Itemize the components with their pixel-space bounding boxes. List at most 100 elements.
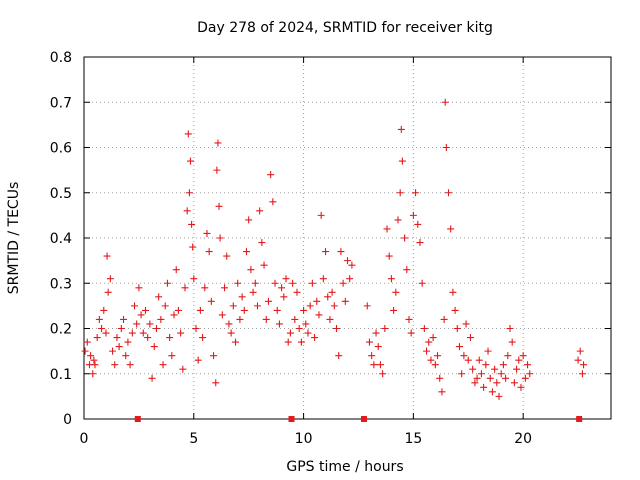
data-point (89, 370, 97, 378)
data-point (368, 352, 376, 360)
data-point (168, 352, 176, 360)
data-point (161, 302, 169, 310)
data-point (480, 383, 488, 391)
data-point (491, 365, 499, 373)
data-point (109, 347, 117, 355)
data-point (416, 239, 424, 247)
chart-title: Day 278 of 2024, SRMTID for receiver kit… (197, 20, 493, 36)
data-point (275, 320, 283, 328)
data-point (111, 361, 119, 369)
data-point (186, 157, 194, 165)
data-point (526, 370, 534, 378)
data-point (475, 356, 483, 364)
data-point (189, 243, 197, 251)
data-point (144, 334, 152, 342)
data-point (172, 266, 180, 274)
data-point (150, 343, 158, 351)
data-point (100, 306, 108, 314)
data-point (278, 284, 286, 292)
data-point (458, 370, 466, 378)
data-point (102, 329, 110, 337)
data-point (460, 352, 468, 360)
data-point (425, 338, 433, 346)
data-point (449, 288, 457, 296)
data-point (434, 352, 442, 360)
y-tick-label: 0.5 (50, 186, 72, 202)
data-point (273, 306, 281, 314)
data-point (473, 374, 481, 382)
data-point (578, 370, 586, 378)
data-point (199, 334, 207, 342)
data-point (81, 347, 89, 355)
data-point (335, 352, 343, 360)
data-point (306, 302, 314, 310)
data-point (122, 352, 130, 360)
data-point (124, 338, 132, 346)
data-point (497, 370, 505, 378)
data-point (267, 171, 275, 179)
data-point (515, 356, 523, 364)
data-point (236, 315, 244, 323)
data-point (383, 225, 391, 233)
data-point (221, 284, 229, 292)
x-tick-label: 0 (80, 431, 89, 447)
data-point (83, 338, 91, 346)
data-point (405, 315, 413, 323)
data-point (234, 279, 242, 287)
data-point (313, 297, 321, 305)
data-point (213, 166, 221, 174)
baseline-marker (134, 416, 141, 422)
data-point (486, 374, 494, 382)
y-tick-label: 0.1 (50, 367, 72, 383)
data-point (477, 370, 485, 378)
data-point (260, 261, 268, 269)
data-point (137, 311, 145, 319)
data-point (289, 279, 297, 287)
data-point (242, 248, 250, 256)
data-point (328, 288, 336, 296)
data-point (170, 311, 178, 319)
data-point (293, 288, 301, 296)
data-point (429, 334, 437, 342)
data-point (258, 239, 266, 247)
data-point (133, 320, 141, 328)
data-point (414, 220, 422, 228)
data-point (431, 361, 439, 369)
data-point (223, 252, 231, 260)
data-point (155, 293, 163, 301)
data-point (103, 252, 111, 260)
data-point (225, 320, 233, 328)
x-tick-label: 5 (189, 431, 198, 447)
data-point (238, 293, 246, 301)
data-point (174, 306, 182, 314)
data-point (128, 329, 136, 337)
data-point (409, 211, 417, 219)
data-point (348, 261, 356, 269)
data-point (385, 252, 393, 260)
x-tick-label: 15 (404, 431, 422, 447)
data-point (210, 352, 218, 360)
data-point (251, 279, 259, 287)
data-point (513, 365, 521, 373)
data-point (438, 388, 446, 396)
data-point (300, 306, 308, 314)
data-point (471, 379, 479, 387)
data-point (445, 189, 453, 197)
data-point (451, 306, 459, 314)
data-point (104, 288, 112, 296)
data-point (90, 356, 98, 364)
data-point (214, 139, 222, 147)
x-tick-label: 20 (514, 431, 532, 447)
data-point (280, 293, 288, 301)
data-point (397, 125, 405, 133)
y-tick-label: 0.6 (50, 141, 72, 157)
data-point (181, 284, 189, 292)
data-point (295, 325, 303, 332)
data-point (179, 365, 187, 373)
data-point (229, 302, 237, 310)
y-axis-label: SRMTID / TECUs (6, 182, 22, 295)
data-point (166, 334, 174, 342)
data-point (482, 361, 490, 369)
data-point (420, 325, 428, 332)
data-point (394, 216, 402, 224)
